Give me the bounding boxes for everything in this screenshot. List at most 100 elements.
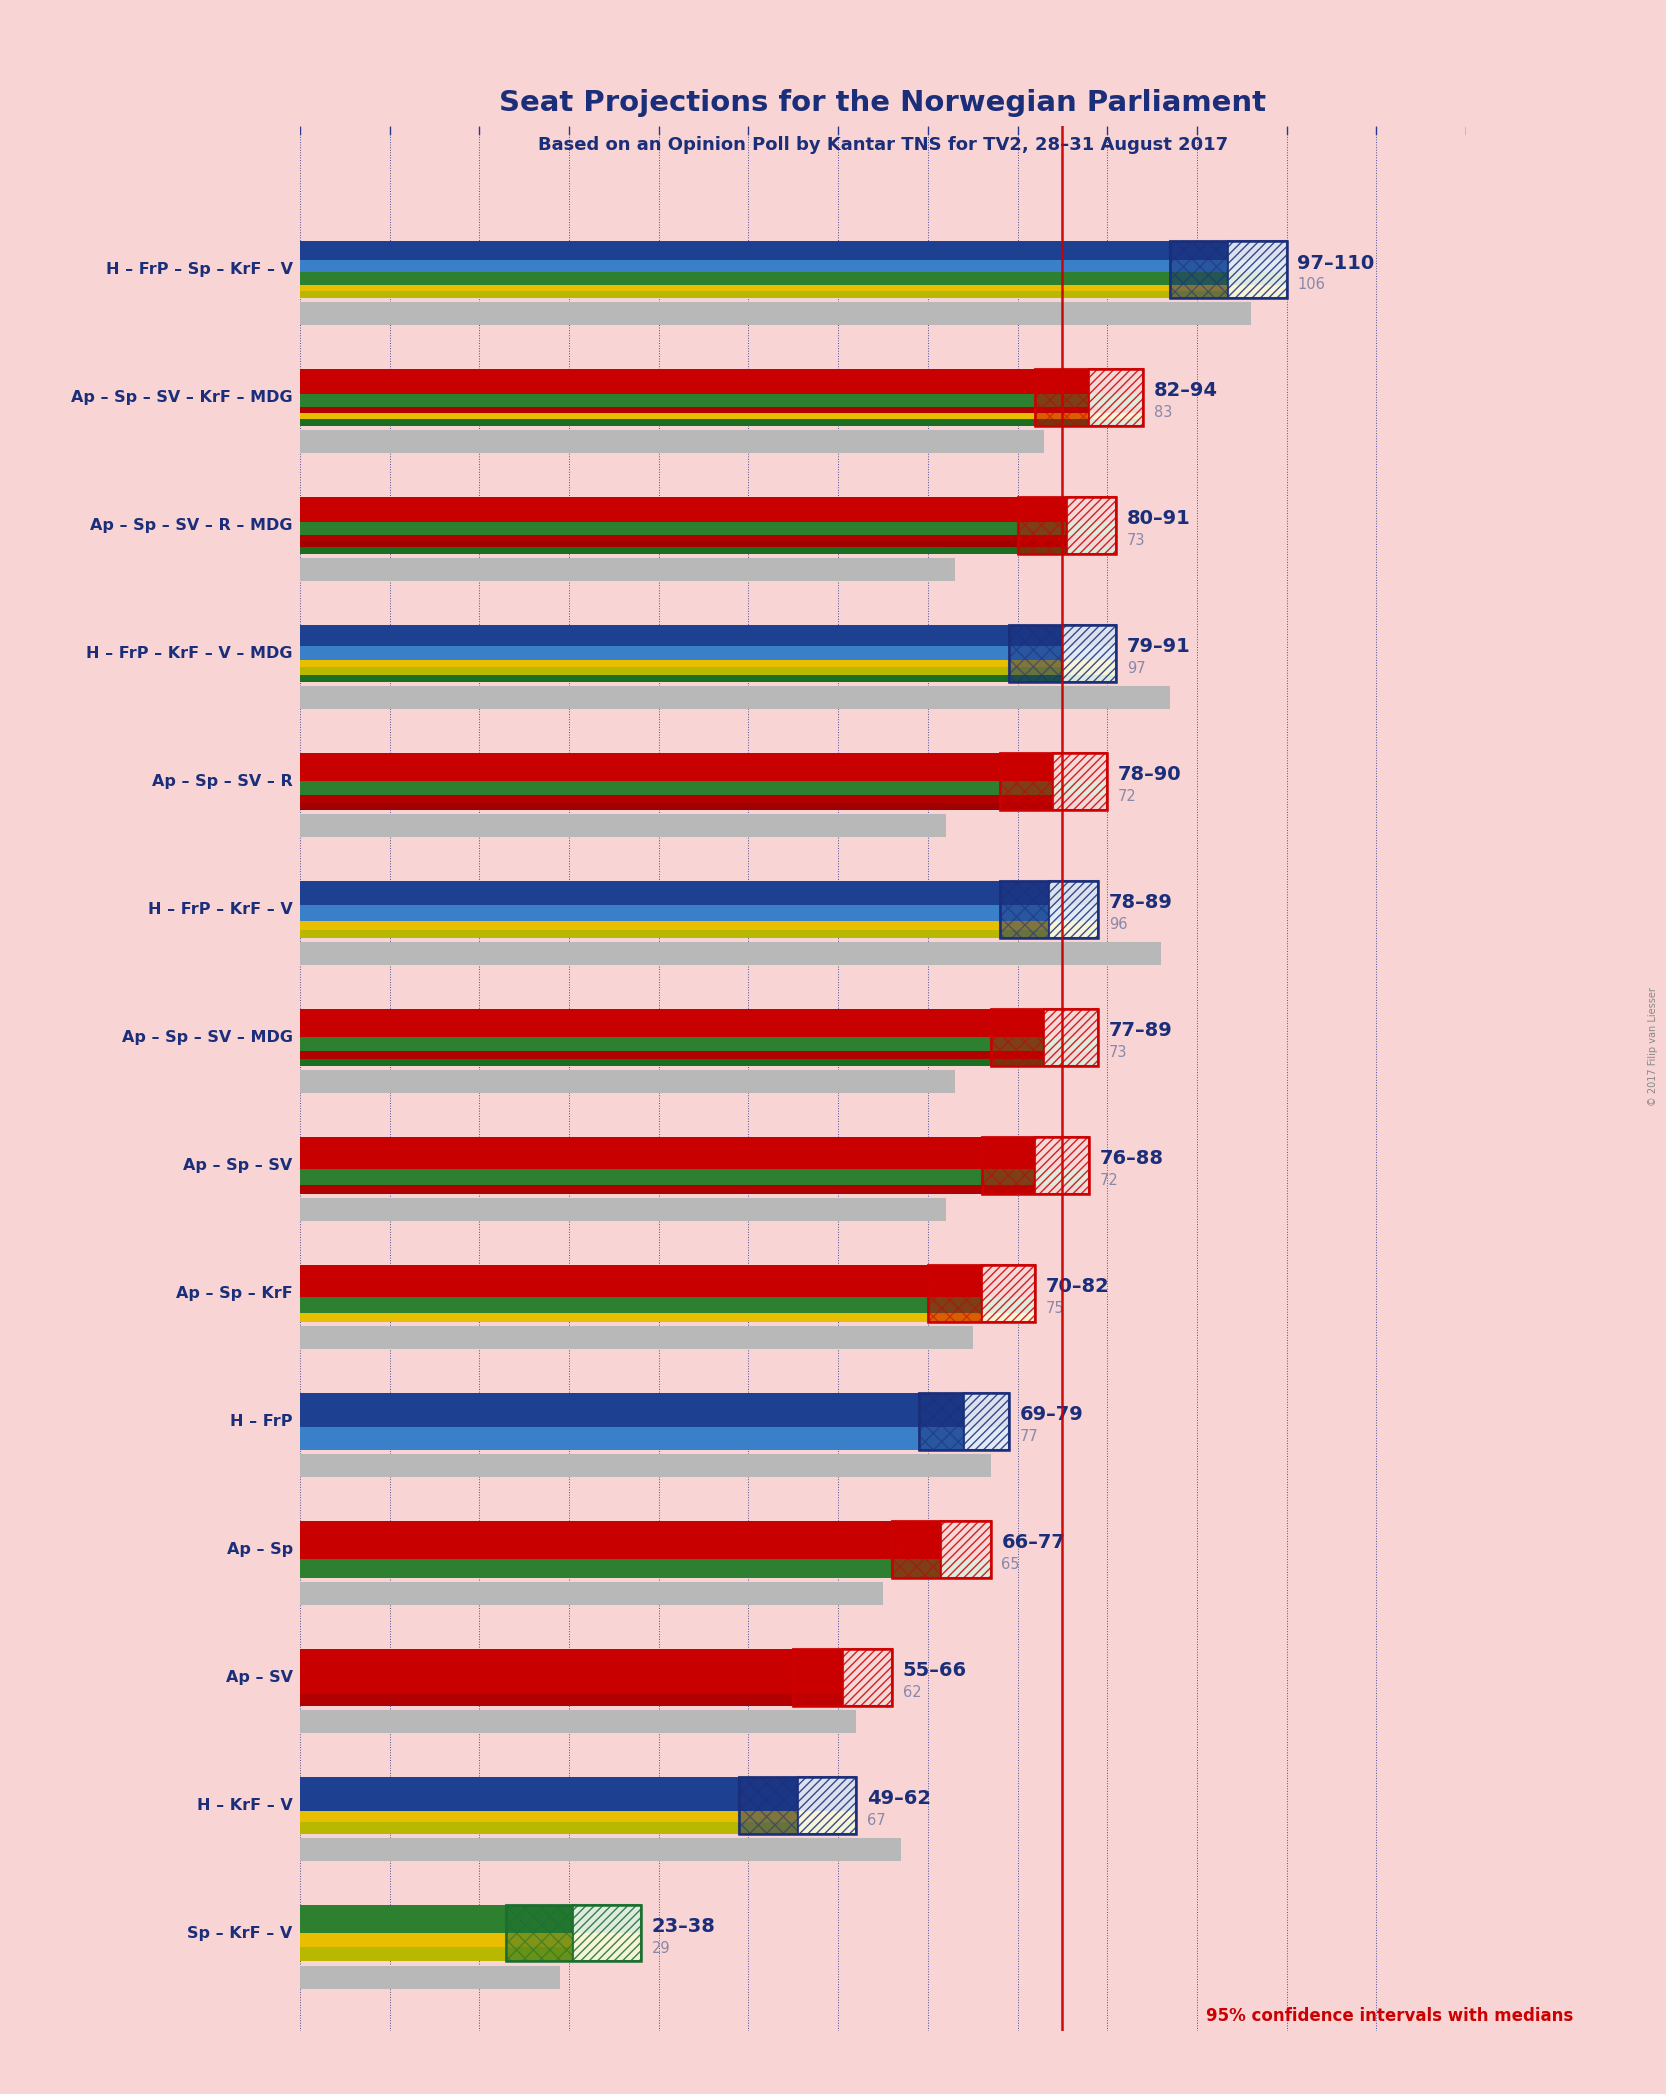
Bar bbox=[793, 1648, 891, 1705]
Bar bbox=[920, 1393, 1008, 1449]
Bar bbox=[300, 1137, 1090, 1168]
Bar bbox=[300, 394, 1143, 406]
Bar bbox=[798, 1776, 856, 1834]
Bar bbox=[1090, 369, 1143, 425]
Bar bbox=[1018, 496, 1066, 553]
Bar bbox=[300, 302, 1251, 325]
Bar bbox=[1053, 752, 1108, 810]
Text: 83: 83 bbox=[1155, 406, 1173, 421]
Bar bbox=[740, 1776, 798, 1834]
Text: H – FrP: H – FrP bbox=[230, 1413, 293, 1428]
Bar bbox=[300, 285, 1286, 291]
Bar bbox=[300, 1393, 1008, 1426]
Text: H – FrP – KrF – V: H – FrP – KrF – V bbox=[148, 903, 293, 917]
Text: Ap – Sp – KrF: Ap – Sp – KrF bbox=[177, 1286, 293, 1300]
Bar bbox=[300, 1558, 991, 1577]
Text: 82–94: 82–94 bbox=[1155, 381, 1218, 400]
Bar bbox=[300, 272, 1286, 285]
Bar bbox=[300, 291, 1286, 297]
Bar bbox=[300, 647, 1116, 660]
Bar bbox=[300, 660, 1116, 668]
Bar bbox=[1036, 369, 1143, 425]
Text: Ap – Sp – SV – MDG: Ap – Sp – SV – MDG bbox=[122, 1030, 293, 1045]
Bar bbox=[300, 1822, 856, 1834]
Text: 72: 72 bbox=[1100, 1173, 1120, 1187]
Bar bbox=[300, 496, 1116, 521]
Bar bbox=[300, 1009, 1098, 1037]
Bar bbox=[300, 369, 1143, 394]
Text: 73: 73 bbox=[1126, 534, 1146, 549]
Bar bbox=[740, 1776, 856, 1834]
Text: 76–88: 76–88 bbox=[1100, 1150, 1165, 1168]
Bar bbox=[981, 1137, 1036, 1194]
Bar bbox=[1000, 752, 1053, 810]
Bar bbox=[1063, 624, 1116, 683]
Bar bbox=[300, 882, 1098, 905]
Bar bbox=[300, 905, 1098, 921]
Bar bbox=[300, 241, 1286, 260]
Bar bbox=[300, 419, 1143, 425]
Text: 62: 62 bbox=[903, 1686, 921, 1700]
Bar bbox=[300, 1453, 991, 1476]
Bar bbox=[300, 1811, 856, 1822]
Bar bbox=[300, 815, 946, 838]
Bar bbox=[300, 1198, 946, 1221]
Bar bbox=[300, 1168, 1090, 1185]
Bar bbox=[300, 1906, 641, 1933]
Text: 29: 29 bbox=[651, 1941, 670, 1956]
Text: © 2017 Filip van Liesser: © 2017 Filip van Liesser bbox=[1648, 988, 1658, 1106]
Text: Ap – SV: Ap – SV bbox=[225, 1669, 293, 1684]
Bar bbox=[1018, 496, 1116, 553]
Bar bbox=[300, 521, 1116, 534]
Bar bbox=[1228, 241, 1286, 297]
Bar bbox=[300, 1933, 641, 1947]
Bar bbox=[300, 413, 1143, 419]
Bar bbox=[300, 942, 1161, 965]
Text: 80–91: 80–91 bbox=[1126, 509, 1191, 528]
Bar bbox=[981, 1265, 1036, 1321]
Bar bbox=[506, 1906, 573, 1962]
Bar bbox=[1045, 1009, 1098, 1066]
Bar bbox=[1170, 241, 1286, 297]
Text: 70–82: 70–82 bbox=[1046, 1277, 1110, 1296]
Text: 77–89: 77–89 bbox=[1110, 1022, 1173, 1041]
Bar bbox=[300, 1711, 856, 1732]
Bar bbox=[843, 1648, 891, 1705]
Bar bbox=[793, 1648, 843, 1705]
Bar bbox=[928, 1265, 981, 1321]
Text: 69–79: 69–79 bbox=[1020, 1405, 1083, 1424]
Bar bbox=[1000, 882, 1050, 938]
Bar bbox=[991, 1009, 1098, 1066]
Text: 75: 75 bbox=[1046, 1300, 1065, 1317]
Bar bbox=[300, 1265, 1036, 1296]
Text: 97: 97 bbox=[1126, 662, 1146, 676]
Bar bbox=[300, 930, 1098, 938]
Bar bbox=[300, 1296, 1036, 1313]
Text: Ap – Sp: Ap – Sp bbox=[227, 1541, 293, 1556]
Bar bbox=[300, 687, 1170, 708]
Bar bbox=[300, 557, 955, 580]
Text: 78–89: 78–89 bbox=[1110, 894, 1173, 913]
Text: 23–38: 23–38 bbox=[651, 1918, 715, 1937]
Bar bbox=[300, 624, 1116, 647]
Bar bbox=[1036, 1137, 1090, 1194]
Bar bbox=[963, 1393, 1008, 1449]
Text: 96: 96 bbox=[1110, 917, 1128, 932]
Bar bbox=[300, 1520, 991, 1558]
Bar bbox=[991, 1009, 1045, 1066]
Bar bbox=[1066, 496, 1116, 553]
Text: Ap – Sp – SV: Ap – Sp – SV bbox=[183, 1158, 293, 1173]
Bar bbox=[300, 802, 1108, 810]
Text: 97–110: 97–110 bbox=[1298, 253, 1374, 272]
Bar bbox=[300, 1947, 641, 1962]
Bar bbox=[300, 1051, 1098, 1057]
Bar bbox=[300, 1313, 1036, 1321]
Bar bbox=[300, 796, 1108, 802]
Bar bbox=[300, 260, 1286, 272]
Bar bbox=[1036, 369, 1090, 425]
Text: 55–66: 55–66 bbox=[903, 1661, 966, 1679]
Text: Sp – KrF – V: Sp – KrF – V bbox=[188, 1926, 293, 1941]
Bar bbox=[300, 1057, 1098, 1066]
Bar bbox=[1170, 241, 1228, 297]
Bar bbox=[300, 1037, 1098, 1051]
